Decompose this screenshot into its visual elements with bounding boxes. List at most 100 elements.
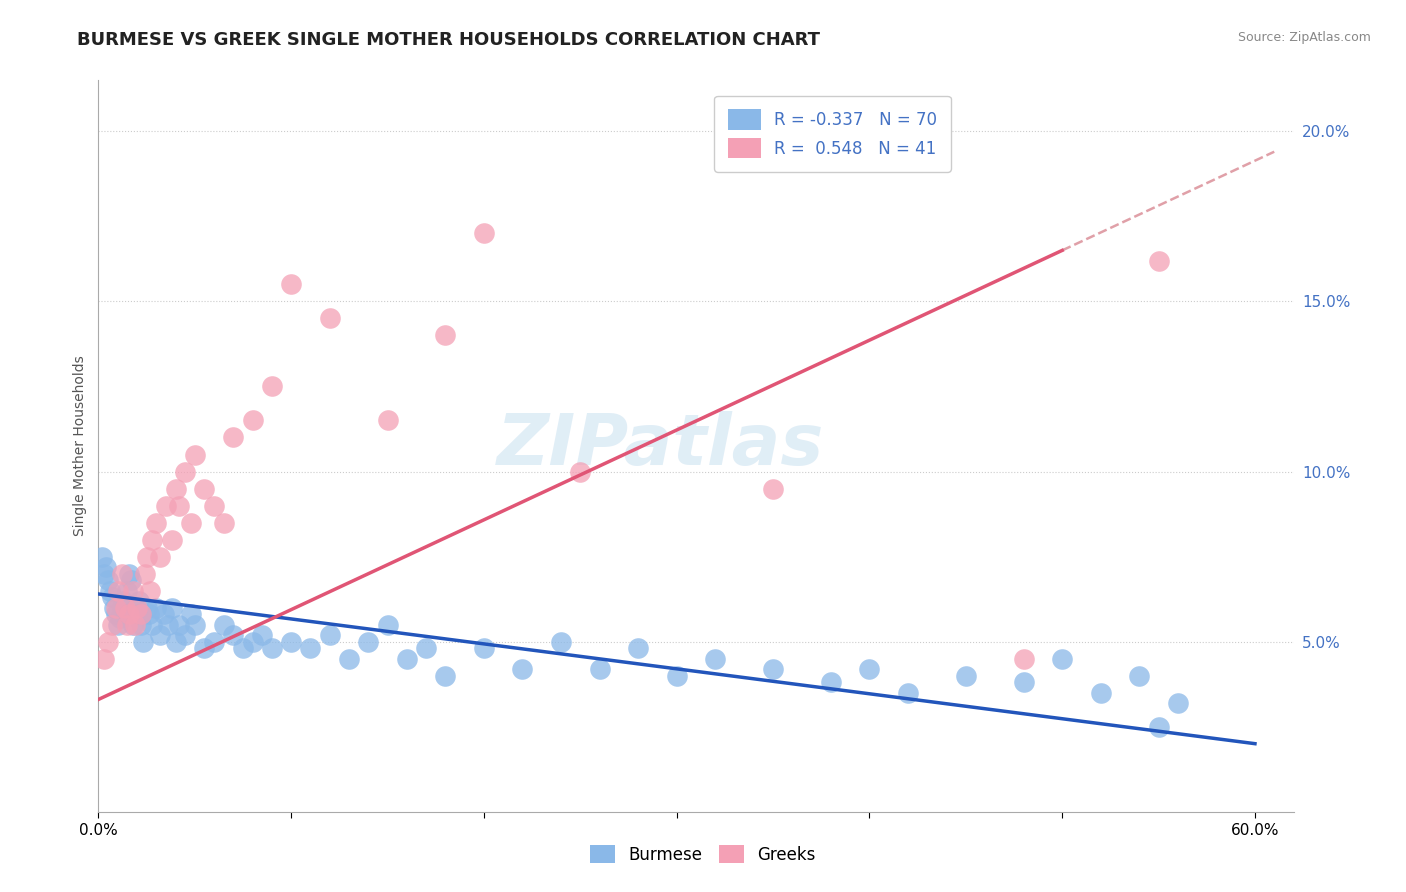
Point	[222, 430, 245, 444]
Point	[1147, 720, 1170, 734]
Point	[104, 600, 127, 615]
Point	[107, 583, 129, 598]
Point	[858, 662, 880, 676]
Point	[117, 617, 139, 632]
Point	[145, 516, 167, 530]
Point	[97, 574, 120, 588]
Point	[260, 641, 283, 656]
Point	[165, 634, 187, 648]
Point	[1090, 686, 1112, 700]
Point	[184, 617, 207, 632]
Point	[395, 651, 418, 665]
Point	[569, 465, 592, 479]
Point	[897, 686, 920, 700]
Text: ZIPatlas: ZIPatlas	[496, 411, 824, 481]
Point	[434, 668, 457, 682]
Point	[174, 628, 197, 642]
Text: Source: ZipAtlas.com: Source: ZipAtlas.com	[1237, 31, 1371, 45]
Point	[212, 516, 235, 530]
Point	[377, 617, 399, 632]
Point	[242, 413, 264, 427]
Point	[160, 600, 183, 615]
Point	[180, 607, 202, 622]
Point	[337, 651, 360, 665]
Point	[104, 607, 127, 622]
Point	[280, 634, 302, 648]
Point	[627, 641, 650, 656]
Point	[94, 559, 117, 574]
Point	[93, 651, 115, 665]
Legend: Burmese, Greeks: Burmese, Greeks	[583, 838, 823, 871]
Point	[135, 600, 157, 615]
Point	[103, 600, 125, 615]
Point	[1128, 668, 1150, 682]
Point	[114, 600, 136, 615]
Legend: R = -0.337   N = 70, R =  0.548   N = 41: R = -0.337 N = 70, R = 0.548 N = 41	[714, 96, 950, 171]
Point	[1012, 675, 1035, 690]
Point	[1012, 651, 1035, 665]
Point	[280, 277, 302, 292]
Point	[129, 607, 152, 622]
Point	[319, 311, 342, 326]
Point	[132, 634, 155, 648]
Point	[122, 583, 145, 598]
Point	[135, 549, 157, 564]
Point	[762, 662, 785, 676]
Point	[91, 549, 114, 564]
Point	[114, 607, 136, 622]
Point	[260, 379, 283, 393]
Point	[820, 675, 842, 690]
Point	[184, 448, 207, 462]
Point	[145, 600, 167, 615]
Point	[129, 617, 152, 632]
Point	[125, 600, 148, 615]
Point	[155, 499, 177, 513]
Point	[1050, 651, 1073, 665]
Point	[138, 607, 160, 622]
Point	[169, 499, 191, 513]
Point	[101, 617, 124, 632]
Point	[299, 641, 322, 656]
Point	[165, 482, 187, 496]
Point	[128, 594, 150, 608]
Point	[222, 628, 245, 642]
Point	[149, 628, 172, 642]
Point	[588, 662, 610, 676]
Point	[141, 617, 163, 632]
Point	[160, 533, 183, 547]
Point	[550, 634, 572, 648]
Point	[242, 634, 264, 648]
Point	[212, 617, 235, 632]
Point	[434, 328, 457, 343]
Y-axis label: Single Mother Households: Single Mother Households	[73, 356, 87, 536]
Point	[149, 549, 172, 564]
Point	[202, 634, 225, 648]
Point	[193, 482, 215, 496]
Point	[141, 533, 163, 547]
Point	[169, 617, 191, 632]
Point	[120, 574, 142, 588]
Point	[124, 617, 146, 632]
Point	[122, 617, 145, 632]
Point	[202, 499, 225, 513]
Point	[118, 607, 141, 622]
Point	[1167, 696, 1189, 710]
Point	[118, 566, 141, 581]
Point	[156, 617, 179, 632]
Point	[110, 600, 132, 615]
Point	[472, 641, 495, 656]
Point	[174, 465, 197, 479]
Point	[252, 628, 274, 642]
Point	[1147, 253, 1170, 268]
Point	[704, 651, 727, 665]
Point	[110, 566, 132, 581]
Point	[512, 662, 534, 676]
Point	[117, 583, 139, 598]
Point	[93, 566, 115, 581]
Point	[98, 583, 121, 598]
Point	[319, 628, 342, 642]
Point	[180, 516, 202, 530]
Point	[415, 641, 437, 656]
Point	[125, 607, 148, 622]
Point	[107, 617, 129, 632]
